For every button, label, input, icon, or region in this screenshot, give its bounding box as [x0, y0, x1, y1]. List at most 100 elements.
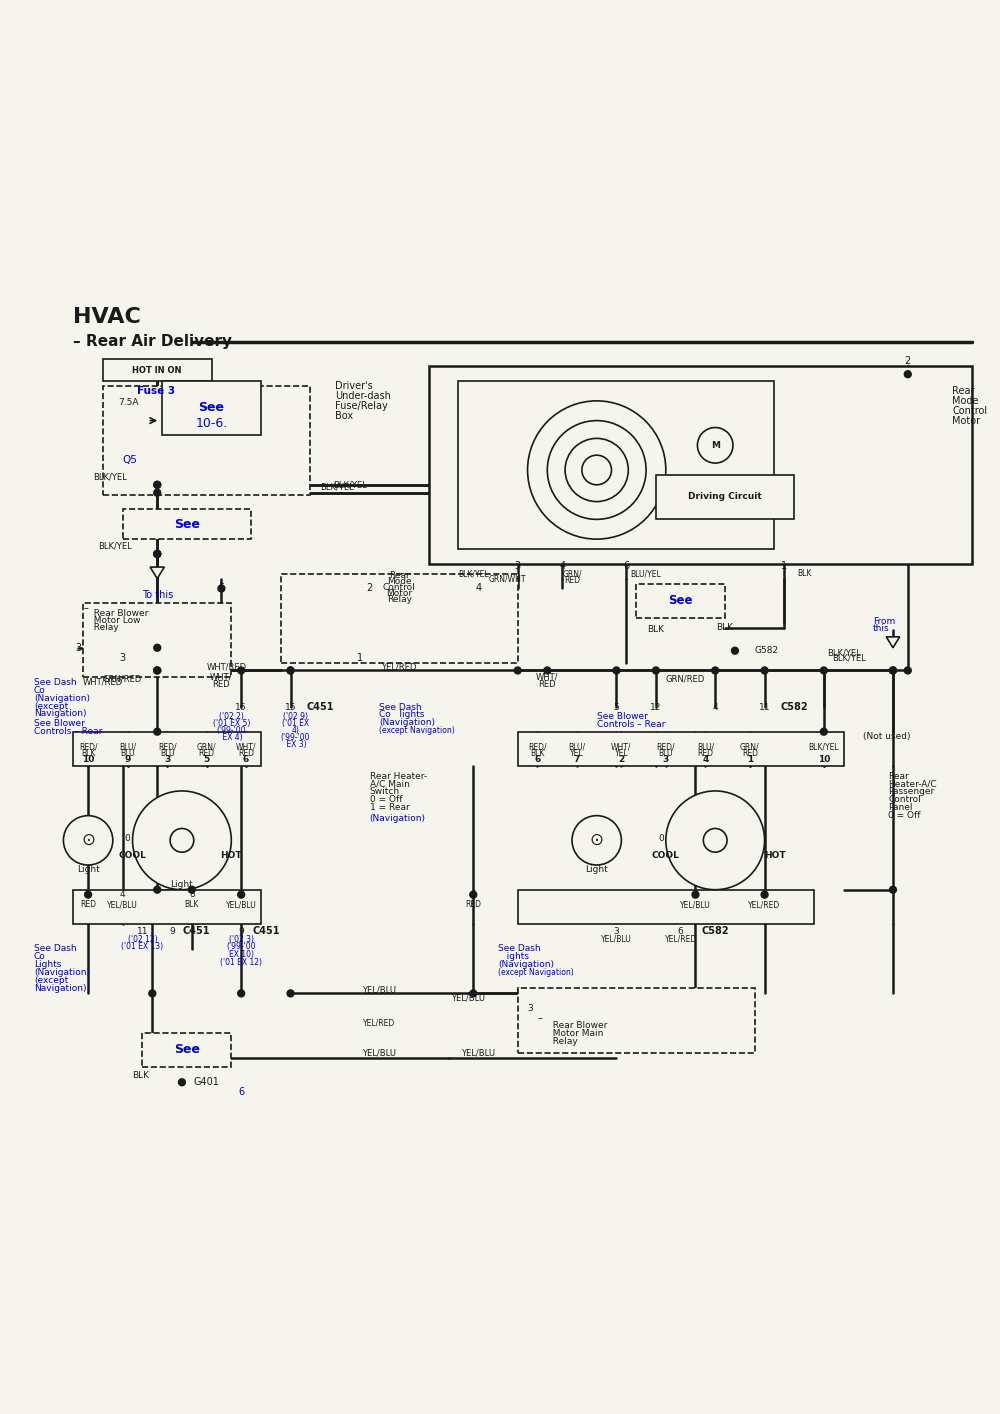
Circle shape	[712, 667, 719, 674]
Text: RED/: RED/	[657, 742, 675, 751]
Text: See Blower: See Blower	[597, 713, 648, 721]
Circle shape	[692, 891, 699, 898]
Text: 3: 3	[663, 755, 669, 764]
Text: 10-6.: 10-6.	[195, 417, 228, 430]
Text: Control: Control	[888, 795, 921, 805]
Circle shape	[514, 667, 521, 674]
Bar	[656, 475, 794, 519]
Text: BLK: BLK	[185, 899, 199, 909]
Polygon shape	[150, 567, 164, 578]
Text: Co: Co	[34, 953, 46, 962]
Text: BLU/: BLU/	[697, 742, 714, 751]
Circle shape	[703, 829, 727, 853]
Bar	[142, 1032, 231, 1068]
Text: BLU: BLU	[659, 749, 673, 758]
Text: 3: 3	[515, 561, 521, 571]
Text: (Navigation): (Navigation)	[34, 694, 90, 703]
Text: 2: 2	[618, 755, 625, 764]
Circle shape	[154, 550, 161, 557]
Text: 0: 0	[125, 834, 130, 843]
Text: 5: 5	[470, 891, 476, 899]
Circle shape	[904, 667, 911, 674]
Text: 10: 10	[82, 755, 94, 764]
Text: 9: 9	[169, 926, 175, 936]
Text: Rear Blower: Rear Blower	[547, 1021, 608, 1031]
Text: YEL/RED: YEL/RED	[748, 899, 781, 909]
Text: 15: 15	[285, 703, 296, 711]
Text: See Blower: See Blower	[34, 720, 85, 728]
Text: Relay: Relay	[547, 1038, 578, 1046]
Text: EX 4): EX 4)	[220, 732, 243, 742]
Text: BLK/YEL: BLK/YEL	[93, 472, 127, 481]
Text: Controls – Rear: Controls – Rear	[597, 720, 665, 730]
Text: BLK: BLK	[717, 624, 734, 632]
Text: BLU/: BLU/	[568, 742, 586, 751]
Text: 0 = Off: 0 = Off	[888, 812, 921, 820]
Text: 3: 3	[164, 755, 170, 764]
Text: ('01 EX 5): ('01 EX 5)	[213, 720, 250, 728]
Text: (Navigation): (Navigation)	[379, 718, 435, 727]
Text: To this: To this	[142, 591, 173, 601]
Text: 5: 5	[614, 703, 619, 711]
Text: 4): 4)	[292, 727, 299, 735]
Text: RED/: RED/	[528, 742, 547, 751]
Text: RED: RED	[213, 680, 230, 689]
Circle shape	[154, 667, 161, 674]
Text: GRN/: GRN/	[197, 742, 216, 751]
Text: – Rear Air Delivery: – Rear Air Delivery	[73, 334, 232, 349]
Text: GRN/: GRN/	[562, 570, 582, 578]
Text: Passenger: Passenger	[888, 788, 934, 796]
Text: ('02 3): ('02 3)	[229, 935, 254, 943]
Circle shape	[666, 790, 765, 889]
Text: Co: Co	[34, 686, 46, 694]
Text: Motor Main: Motor Main	[547, 1029, 604, 1038]
Text: RED: RED	[80, 899, 96, 909]
Circle shape	[188, 887, 195, 894]
Text: 7: 7	[238, 891, 244, 899]
Bar	[162, 382, 261, 436]
Text: BLU/YEL: BLU/YEL	[631, 570, 661, 578]
Text: Lights: Lights	[34, 960, 61, 969]
Circle shape	[470, 990, 477, 997]
Text: 1: 1	[781, 561, 787, 571]
Text: ('99-'00: ('99-'00	[226, 943, 256, 952]
Text: GRN/: GRN/	[740, 742, 760, 751]
Text: BLK: BLK	[797, 570, 811, 578]
Circle shape	[582, 455, 612, 485]
Circle shape	[238, 990, 245, 997]
Text: RED/: RED/	[79, 742, 97, 751]
Text: YEL/BLU: YEL/BLU	[362, 1048, 396, 1058]
Text: See Dash: See Dash	[34, 677, 76, 687]
Text: ('01 EX: ('01 EX	[282, 720, 309, 728]
Text: RED: RED	[564, 575, 580, 585]
Text: BLK/YEL: BLK/YEL	[809, 742, 839, 751]
Circle shape	[154, 481, 161, 488]
Text: Light: Light	[585, 865, 608, 874]
Circle shape	[287, 667, 294, 674]
Text: C582: C582	[780, 701, 808, 713]
Circle shape	[287, 990, 294, 997]
Text: Rear: Rear	[389, 571, 410, 580]
Text: YEL/BLU: YEL/BLU	[226, 899, 257, 909]
Text: 16: 16	[235, 703, 247, 711]
Text: ('02 9): ('02 9)	[283, 713, 308, 721]
Text: 4: 4	[712, 703, 718, 711]
Text: Co   lights: Co lights	[379, 710, 425, 720]
Text: WHT/: WHT/	[210, 673, 233, 682]
Text: RED: RED	[238, 749, 254, 758]
Text: RED: RED	[539, 680, 556, 689]
Text: BLK: BLK	[647, 625, 664, 635]
Text: Driving Circuit: Driving Circuit	[688, 492, 762, 501]
Text: M: M	[711, 441, 720, 450]
Text: See: See	[174, 518, 200, 530]
Text: 0: 0	[658, 834, 664, 843]
Bar	[83, 604, 231, 677]
Text: this: this	[873, 625, 890, 633]
Text: C451: C451	[252, 926, 280, 936]
Circle shape	[470, 891, 477, 898]
Text: Navigation): Navigation)	[34, 984, 86, 993]
Text: See Dash: See Dash	[498, 945, 541, 953]
Text: (except Navigation): (except Navigation)	[379, 727, 455, 735]
Text: COOL: COOL	[652, 851, 680, 860]
Text: WHT/: WHT/	[236, 742, 256, 751]
